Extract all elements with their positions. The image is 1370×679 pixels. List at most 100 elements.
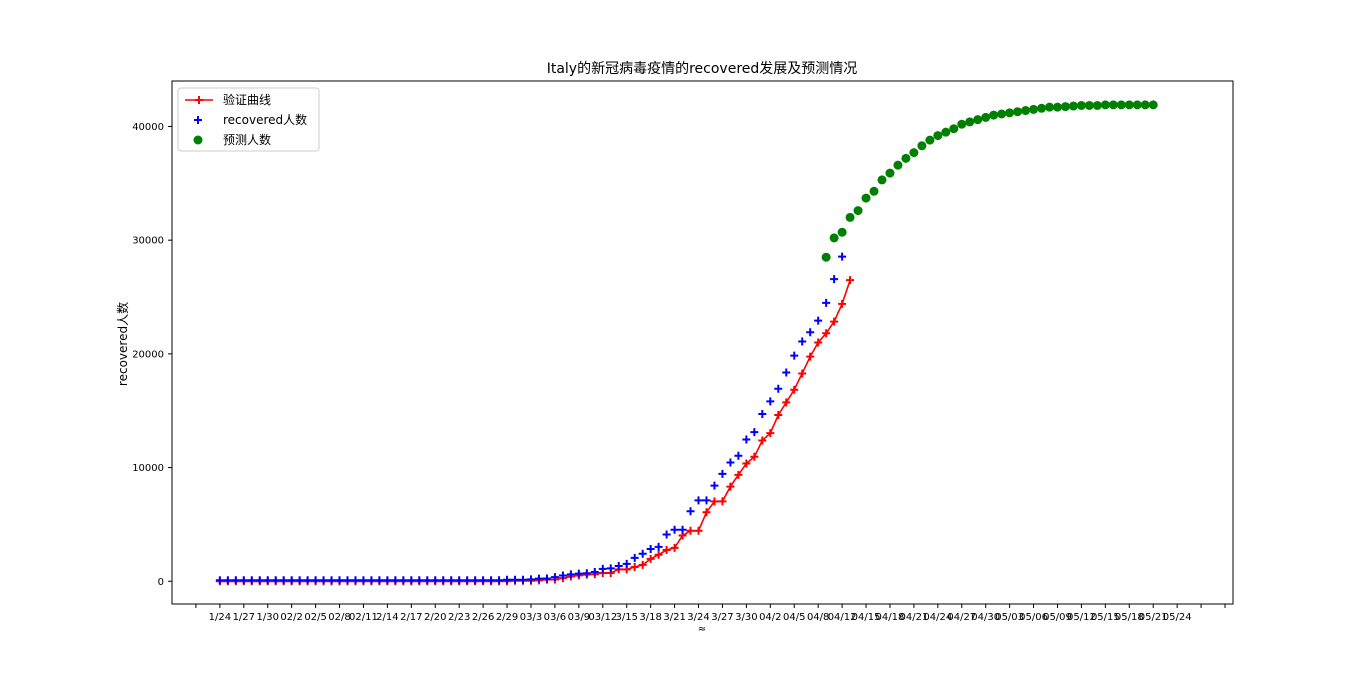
- actual-point: [279, 576, 288, 585]
- y-tick-label: 20000: [132, 349, 164, 360]
- predict-point: [1108, 100, 1118, 110]
- actual-point: [263, 576, 272, 585]
- predict-point: [917, 141, 927, 151]
- actual-point: [415, 576, 424, 585]
- predict-point: [877, 175, 887, 185]
- actual-point: [526, 575, 535, 584]
- actual-point: [790, 351, 799, 360]
- predict-point: [973, 115, 983, 125]
- x-tick-label: 1/24: [209, 612, 231, 623]
- fit-point: [758, 436, 767, 445]
- fit-point: [694, 526, 703, 535]
- x-tick-label: 04/30: [971, 612, 1000, 623]
- chart-title: Italy的新冠病毒疫情的recovered发展及预测情况: [547, 61, 858, 77]
- x-tick-label: 04/27: [947, 612, 976, 623]
- x-tick-label: 05/09: [1043, 612, 1072, 623]
- fit-point: [822, 329, 831, 338]
- predict-point: [1132, 100, 1142, 110]
- x-tick-label: 3/30: [735, 612, 757, 623]
- fit-point: [798, 369, 807, 378]
- actual-point: [423, 576, 432, 585]
- actual-point: [726, 458, 735, 467]
- predict-point: [933, 131, 943, 141]
- actual-point: [359, 576, 368, 585]
- actual-point: [614, 561, 623, 570]
- predict-point: [1052, 102, 1062, 112]
- predict-point: [1148, 100, 1158, 110]
- x-tick-label: 04/2: [759, 612, 781, 623]
- actual-point: [487, 576, 496, 585]
- x-tick-label: 03/3: [520, 612, 542, 623]
- predict-point: [1140, 100, 1150, 110]
- actual-point: [471, 576, 480, 585]
- x-tick-label: 2/14: [376, 612, 398, 623]
- legend-entry: 预测人数: [223, 132, 271, 147]
- predict-point: [1045, 102, 1055, 112]
- fit-point: [670, 543, 679, 552]
- fit-point: [662, 546, 671, 555]
- predict-point: [901, 153, 911, 163]
- actual-point: [590, 568, 599, 577]
- fit-point: [646, 554, 655, 563]
- actual-point: [638, 549, 647, 558]
- actual-point: [774, 384, 783, 393]
- actual-point: [383, 576, 392, 585]
- actual-point: [678, 525, 687, 534]
- actual-point: [311, 576, 320, 585]
- legend-entry: 验证曲线: [223, 92, 271, 107]
- x-axis-label: ≈: [698, 624, 706, 635]
- x-tick-label: 04/18: [876, 612, 905, 623]
- x-tick-label: 03/12: [588, 612, 617, 623]
- y-tick-label: 10000: [132, 463, 164, 474]
- actual-point: [654, 542, 663, 551]
- x-tick-label: 2/26: [472, 612, 494, 623]
- actual-point: [694, 496, 703, 505]
- predict-point: [861, 193, 871, 203]
- fit-point: [750, 452, 759, 461]
- predict-point: [1068, 101, 1078, 111]
- actual-point: [798, 337, 807, 346]
- fit-point: [654, 550, 663, 559]
- fit-point: [838, 299, 847, 308]
- fit-point: [734, 470, 743, 479]
- fit-point: [814, 338, 823, 347]
- predict-point: [949, 124, 959, 134]
- actual-point: [327, 576, 336, 585]
- actual-point: [734, 451, 743, 460]
- x-tick-label: 3/27: [711, 612, 733, 623]
- actual-point: [574, 569, 583, 578]
- predict-point: [1021, 106, 1031, 116]
- actual-point: [598, 564, 607, 573]
- actual-point: [606, 564, 615, 573]
- fit-series-line: [219, 279, 851, 583]
- predict-point: [989, 110, 999, 120]
- actual-point: [223, 576, 232, 585]
- x-tick-label: 05/06: [1019, 612, 1048, 623]
- x-tick-label: 05/12: [1067, 612, 1096, 623]
- actual-point: [750, 428, 759, 437]
- actual-point: [503, 575, 512, 584]
- x-tick-label: 04/8: [807, 612, 829, 623]
- predict-point: [1029, 104, 1039, 114]
- actual-point: [479, 576, 488, 585]
- actual-point: [702, 496, 711, 505]
- x-tick-label: 2/17: [400, 612, 422, 623]
- actual-point: [367, 576, 376, 585]
- predict-point: [1084, 100, 1094, 110]
- actual-point: [495, 576, 504, 585]
- fit-point: [686, 526, 695, 535]
- predict-point: [1037, 103, 1047, 113]
- actual-point: [670, 525, 679, 534]
- x-tick-label: 05/21: [1139, 612, 1168, 623]
- x-tick-label: 04/21: [899, 612, 928, 623]
- predict-point: [1100, 100, 1110, 110]
- x-tick-label: 02/8: [328, 612, 350, 623]
- y-tick-label: 30000: [132, 236, 164, 247]
- actual-point: [622, 559, 631, 568]
- y-axis-label: recovered人数: [115, 302, 130, 386]
- actual-point: [455, 576, 464, 585]
- actual-point: [566, 570, 575, 579]
- predict-point: [853, 206, 863, 216]
- x-tick-label: 3/18: [639, 612, 661, 623]
